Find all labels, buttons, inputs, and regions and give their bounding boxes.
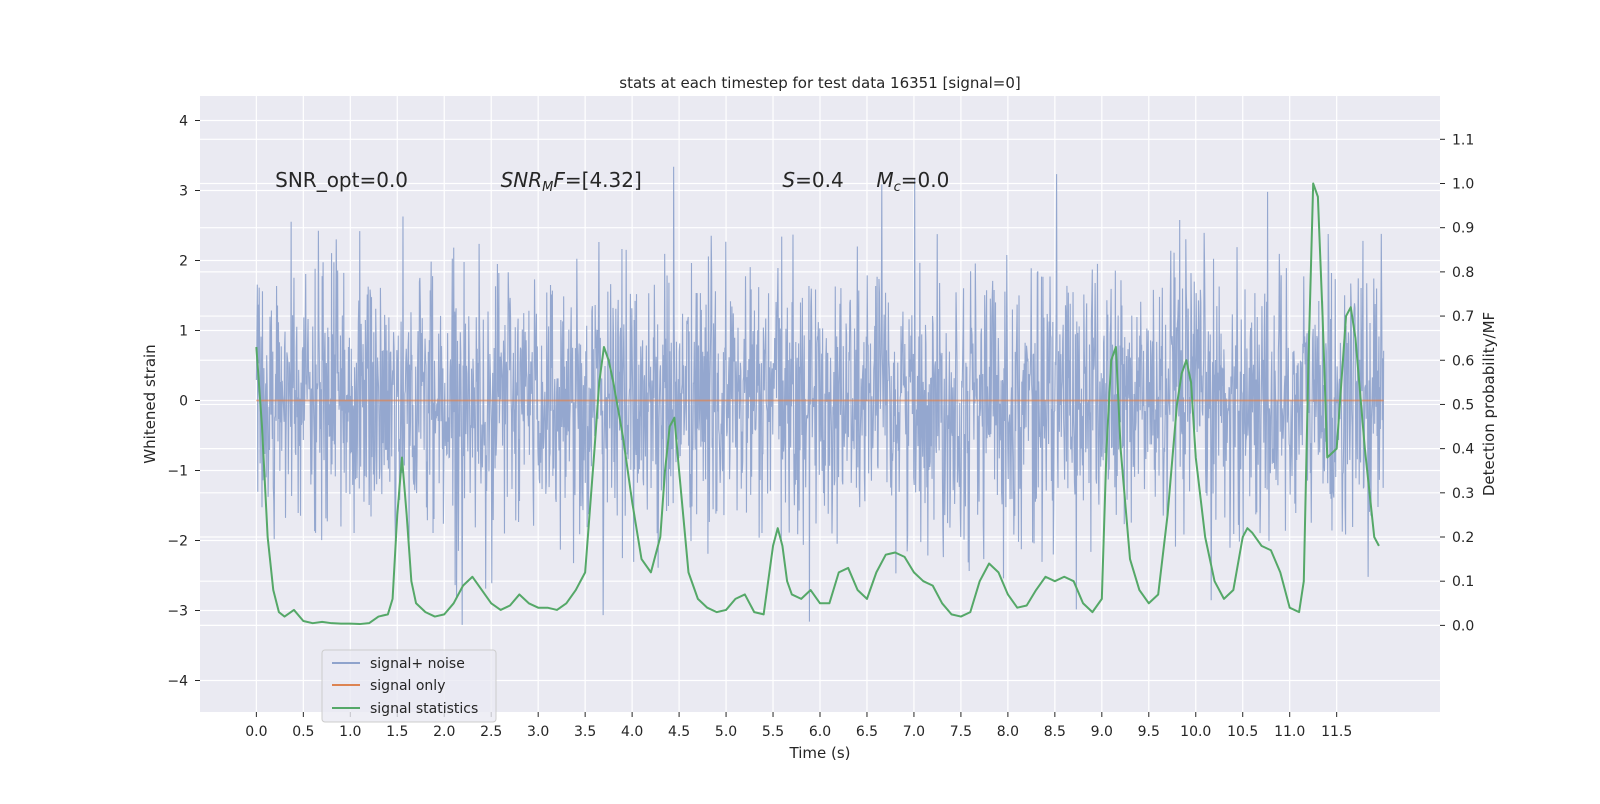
y-tick-label: 2 xyxy=(179,254,188,270)
x-tick-label: 8.5 xyxy=(1044,724,1066,740)
x-tick-label: 11.0 xyxy=(1274,724,1305,740)
chart-title: stats at each timestep for test data 163… xyxy=(619,74,1020,92)
x-tick-label: 7.5 xyxy=(950,724,972,740)
x-tick-label: 7.0 xyxy=(903,724,925,740)
y-tick-label: 0 xyxy=(179,394,188,410)
series-signal-statistics xyxy=(255,182,1380,626)
legend-box xyxy=(321,649,497,723)
axes-layer: 0.0 0.5 1.0 1.5 2.0 2.5 3.0 3.5 4.0 4.5 5.0 5.5 6.0 6… xyxy=(167,114,1474,741)
x-tick-label: 6.0 xyxy=(809,724,831,740)
y2-tick-label: 0.9 xyxy=(1452,221,1474,237)
x-tick-label: 5.5 xyxy=(762,724,784,740)
y2-tick-label: 0.5 xyxy=(1452,397,1474,413)
x-tick-label: 3.0 xyxy=(527,724,549,740)
x-tick-label: 1.0 xyxy=(339,724,361,740)
y-tick-label: −1 xyxy=(167,464,188,480)
plot-layer xyxy=(255,166,1385,626)
y2-axis-label: Detection probability/MF xyxy=(1480,312,1498,496)
y2-tick-label: 0.8 xyxy=(1452,265,1474,281)
x-tick-label: 6.5 xyxy=(856,724,878,740)
y2-tick-label: 1.1 xyxy=(1452,132,1474,148)
x-tick-label: 0.5 xyxy=(292,724,314,740)
x-tick-label: 4.5 xyxy=(668,724,690,740)
y-tick-label: 3 xyxy=(179,184,188,200)
x-axis-label: Time (s) xyxy=(789,744,851,762)
y-tick-label: 1 xyxy=(179,324,188,340)
x-tick-label: 0.0 xyxy=(245,724,267,740)
annotation-text: Mc=0.0 xyxy=(876,168,949,195)
y-tick-label: −3 xyxy=(167,604,188,620)
series-signal-noise xyxy=(255,166,1385,625)
x-tick-label: 2.0 xyxy=(433,724,455,740)
x-tick-label: 3.5 xyxy=(574,724,596,740)
y-axis-label: Whitened strain xyxy=(141,344,159,463)
y2-tick-label: 0.4 xyxy=(1452,442,1474,458)
x-tick-label: 1.5 xyxy=(386,724,408,740)
legend-label-signal-noise: signal+ noise xyxy=(370,656,465,672)
y2-tick-label: 0.0 xyxy=(1452,618,1474,634)
y2-tick-label: 0.7 xyxy=(1452,309,1474,325)
annotation-text: SNR_opt=0.0 xyxy=(275,168,408,192)
y-tick-label: −4 xyxy=(167,674,188,690)
y2-tick-label: 0.2 xyxy=(1452,530,1474,546)
y2-tick-label: 0.6 xyxy=(1452,353,1474,369)
x-tick-label: 8.0 xyxy=(997,724,1019,740)
legend-label-signal-statistics: signal statistics xyxy=(370,701,478,717)
y-tick-label: −2 xyxy=(167,534,188,550)
x-tick-label: 2.5 xyxy=(480,724,502,740)
legend-label-signal-only: signal only xyxy=(370,678,445,694)
x-tick-label: 10.5 xyxy=(1227,724,1258,740)
annotation-text: S=0.4 xyxy=(782,168,843,192)
x-tick-label: 5.0 xyxy=(715,724,737,740)
y2-tick-label: 1.0 xyxy=(1452,176,1474,192)
x-tick-label: 4.0 xyxy=(621,724,643,740)
y2-tick-label: 0.3 xyxy=(1452,486,1474,502)
x-tick-label: 10.0 xyxy=(1180,724,1211,740)
y2-tick-label: 0.1 xyxy=(1452,574,1474,590)
x-tick-label: 9.0 xyxy=(1091,724,1113,740)
x-tick-label: 9.5 xyxy=(1138,724,1160,740)
annotations: SNR_opt=0.0 SNRMF=[4.32] S=0.4 Mc=0.0 xyxy=(275,168,949,195)
y-tick-label: 4 xyxy=(179,114,188,130)
legend: signal+ noise signal only signal statist… xyxy=(321,649,497,723)
annotation-text: SNRMF=[4.32] xyxy=(501,168,642,195)
x-tick-label: 11.5 xyxy=(1321,724,1352,740)
